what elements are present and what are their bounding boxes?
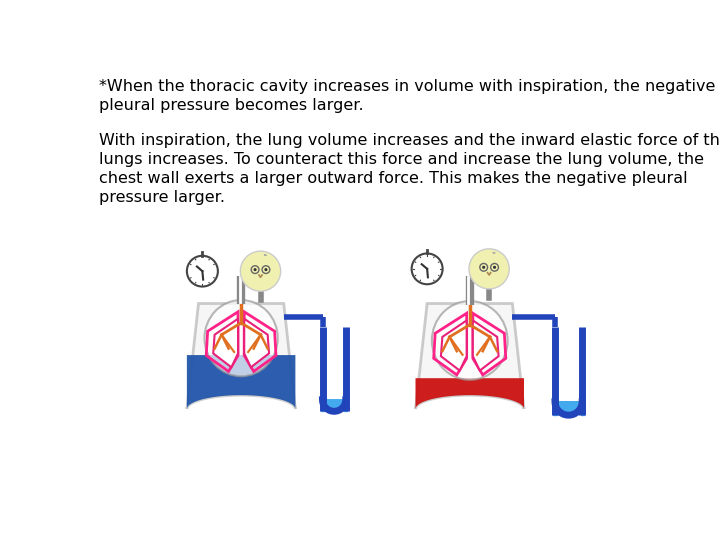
Circle shape	[493, 266, 496, 269]
Circle shape	[187, 256, 218, 287]
Ellipse shape	[432, 301, 508, 380]
Circle shape	[412, 253, 443, 284]
Polygon shape	[415, 378, 524, 409]
Polygon shape	[324, 400, 344, 410]
Circle shape	[253, 268, 256, 271]
Text: With inspiration, the lung volume increases and the inward elastic force of the
: With inspiration, the lung volume increa…	[99, 132, 720, 205]
Circle shape	[264, 268, 267, 271]
Polygon shape	[213, 319, 238, 367]
Ellipse shape	[204, 300, 278, 376]
Circle shape	[469, 249, 509, 289]
Circle shape	[240, 251, 281, 291]
Polygon shape	[244, 319, 269, 367]
Polygon shape	[415, 303, 524, 409]
Polygon shape	[473, 320, 498, 370]
Polygon shape	[557, 402, 580, 414]
Polygon shape	[441, 320, 467, 370]
Polygon shape	[187, 303, 295, 409]
Polygon shape	[187, 355, 295, 409]
Text: *When the thoracic cavity increases in volume with inspiration, the negative
ple: *When the thoracic cavity increases in v…	[99, 79, 716, 113]
Circle shape	[482, 266, 485, 269]
